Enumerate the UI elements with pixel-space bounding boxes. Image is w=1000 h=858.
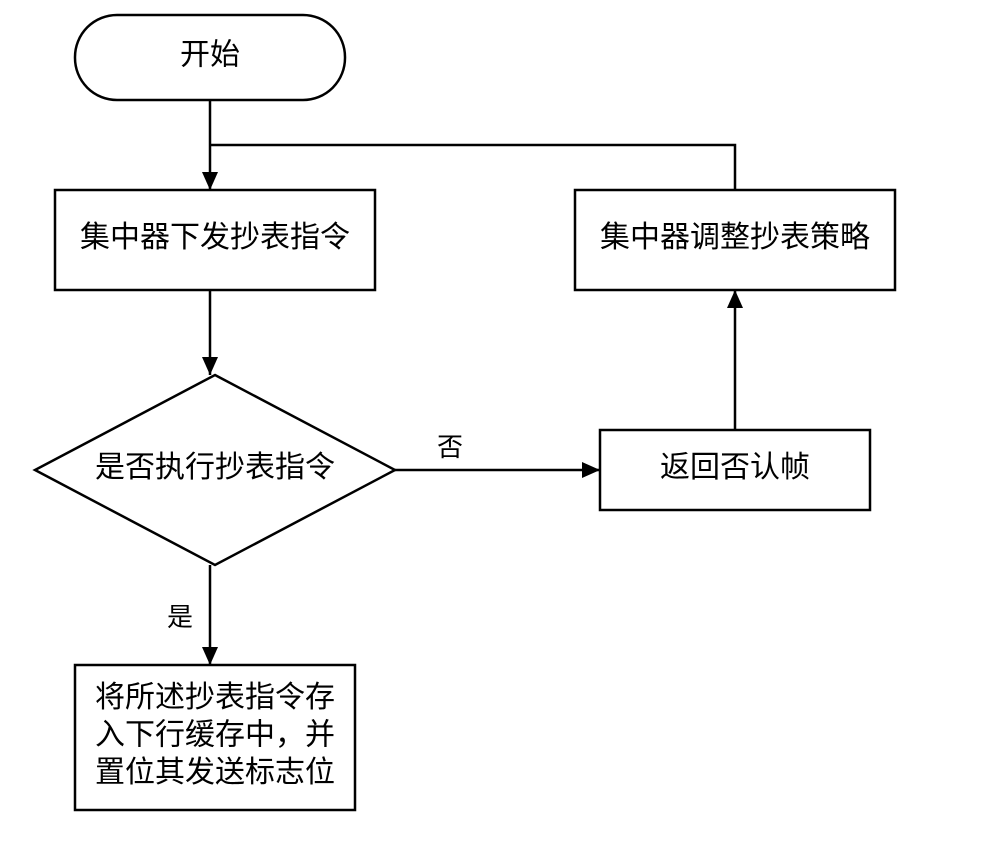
node-adjust: 集中器调整抄表策略	[575, 190, 895, 290]
edge-deny-to-adjust	[727, 290, 743, 430]
edge-decide-no-deny: 否	[395, 433, 600, 478]
edge-issue-to-decide	[202, 290, 218, 375]
svg-text:返回否认帧: 返回否认帧	[660, 451, 810, 484]
svg-text:否: 否	[437, 433, 463, 462]
svg-text:开始: 开始	[180, 38, 240, 71]
edge-adjust-loop	[210, 145, 735, 190]
svg-text:将所述抄表指令存: 将所述抄表指令存	[95, 681, 335, 714]
svg-text:是否执行抄表指令: 是否执行抄表指令	[95, 451, 335, 484]
svg-text:集中器调整抄表策略: 集中器调整抄表策略	[600, 221, 870, 254]
edge-merge-to-issue	[202, 145, 218, 190]
flowchart-canvas: 否是 开始集中器下发抄表指令 集中器调整抄表策略是否执行抄表指令 返回否认帧将所述抄…	[0, 0, 1000, 858]
node-store: 将所述抄表指令存入下行缓存中，并置位其发送标志位	[75, 665, 355, 810]
node-issue: 集中器下发抄表指令	[55, 190, 375, 290]
node-start: 开始	[75, 15, 345, 100]
svg-text:是: 是	[167, 603, 193, 632]
node-deny: 返回否认帧	[600, 430, 870, 510]
svg-text:集中器下发抄表指令: 集中器下发抄表指令	[80, 221, 350, 254]
edge-decide-yes-store: 是	[167, 565, 218, 665]
node-decide: 是否执行抄表指令	[35, 375, 395, 565]
svg-text:置位其发送标志位: 置位其发送标志位	[95, 756, 335, 789]
svg-text:入下行缓存中，并: 入下行缓存中，并	[95, 718, 335, 751]
